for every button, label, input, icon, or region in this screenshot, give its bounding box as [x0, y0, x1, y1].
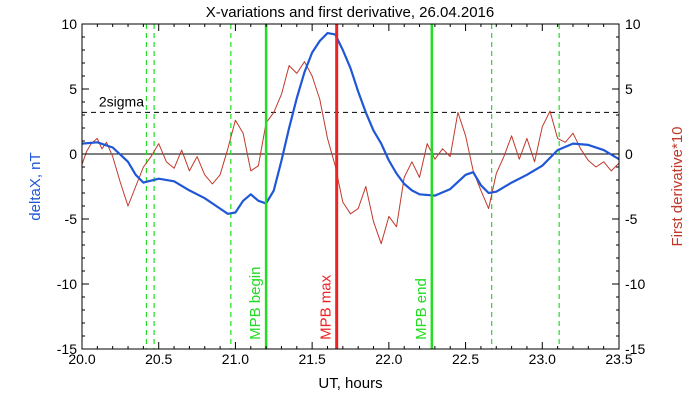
y-tick-label-right: 0 — [625, 146, 633, 162]
x-axis-label: UT, hours — [318, 375, 382, 392]
y-axis-label-left: deltaX, nT — [27, 152, 44, 220]
reference-lines — [82, 24, 619, 349]
y-axis-label-right: First derivative*10 — [669, 126, 686, 246]
y-tick-label-left: -5 — [65, 211, 78, 227]
y-tick-label-right: 5 — [625, 81, 633, 97]
x-tick-label: 23.0 — [529, 351, 556, 367]
y-tick-label-left: 0 — [69, 146, 77, 162]
marker-label: MPB max — [318, 274, 335, 340]
y-tick-label-left: 5 — [69, 81, 77, 97]
series-line-deltax — [81, 31, 620, 215]
series-layer — [81, 31, 620, 245]
marker-layer: MPB begin MPB max MPB end — [247, 24, 434, 349]
y-tick-label-right: -15 — [625, 341, 645, 357]
y-tick-label-right: -5 — [625, 211, 638, 227]
x-tick-label: 20.0 — [68, 351, 95, 367]
y-tick-label-right: 10 — [625, 16, 641, 32]
marker-label: MPB end — [413, 278, 430, 340]
x-tick-label: 20.5 — [145, 351, 172, 367]
series-line-derivative — [81, 61, 620, 245]
x-tick-label: 21.5 — [299, 351, 326, 367]
x-tick-label: 23.5 — [605, 351, 632, 367]
y-tick-label-left: -15 — [57, 341, 77, 357]
threshold-label: 2sigma — [99, 93, 144, 109]
marker-label: MPB begin — [247, 267, 264, 340]
y-tick-label-left: 10 — [61, 16, 77, 32]
chart-title: X-variations and first derivative, 26.04… — [206, 4, 495, 21]
tick-layer: 20.0 20.5 21.0 21.5 22.0 22.5 23.0 23.5 10 5 0 -5 -1… — [57, 16, 646, 367]
y-tick-label-left: -10 — [57, 276, 77, 292]
x-tick-label: 22.0 — [375, 351, 402, 367]
y-tick-label-right: -10 — [625, 276, 645, 292]
plot-frame — [81, 23, 620, 350]
x-tick-label: 21.0 — [222, 351, 249, 367]
x-tick-label: 22.5 — [452, 351, 479, 367]
